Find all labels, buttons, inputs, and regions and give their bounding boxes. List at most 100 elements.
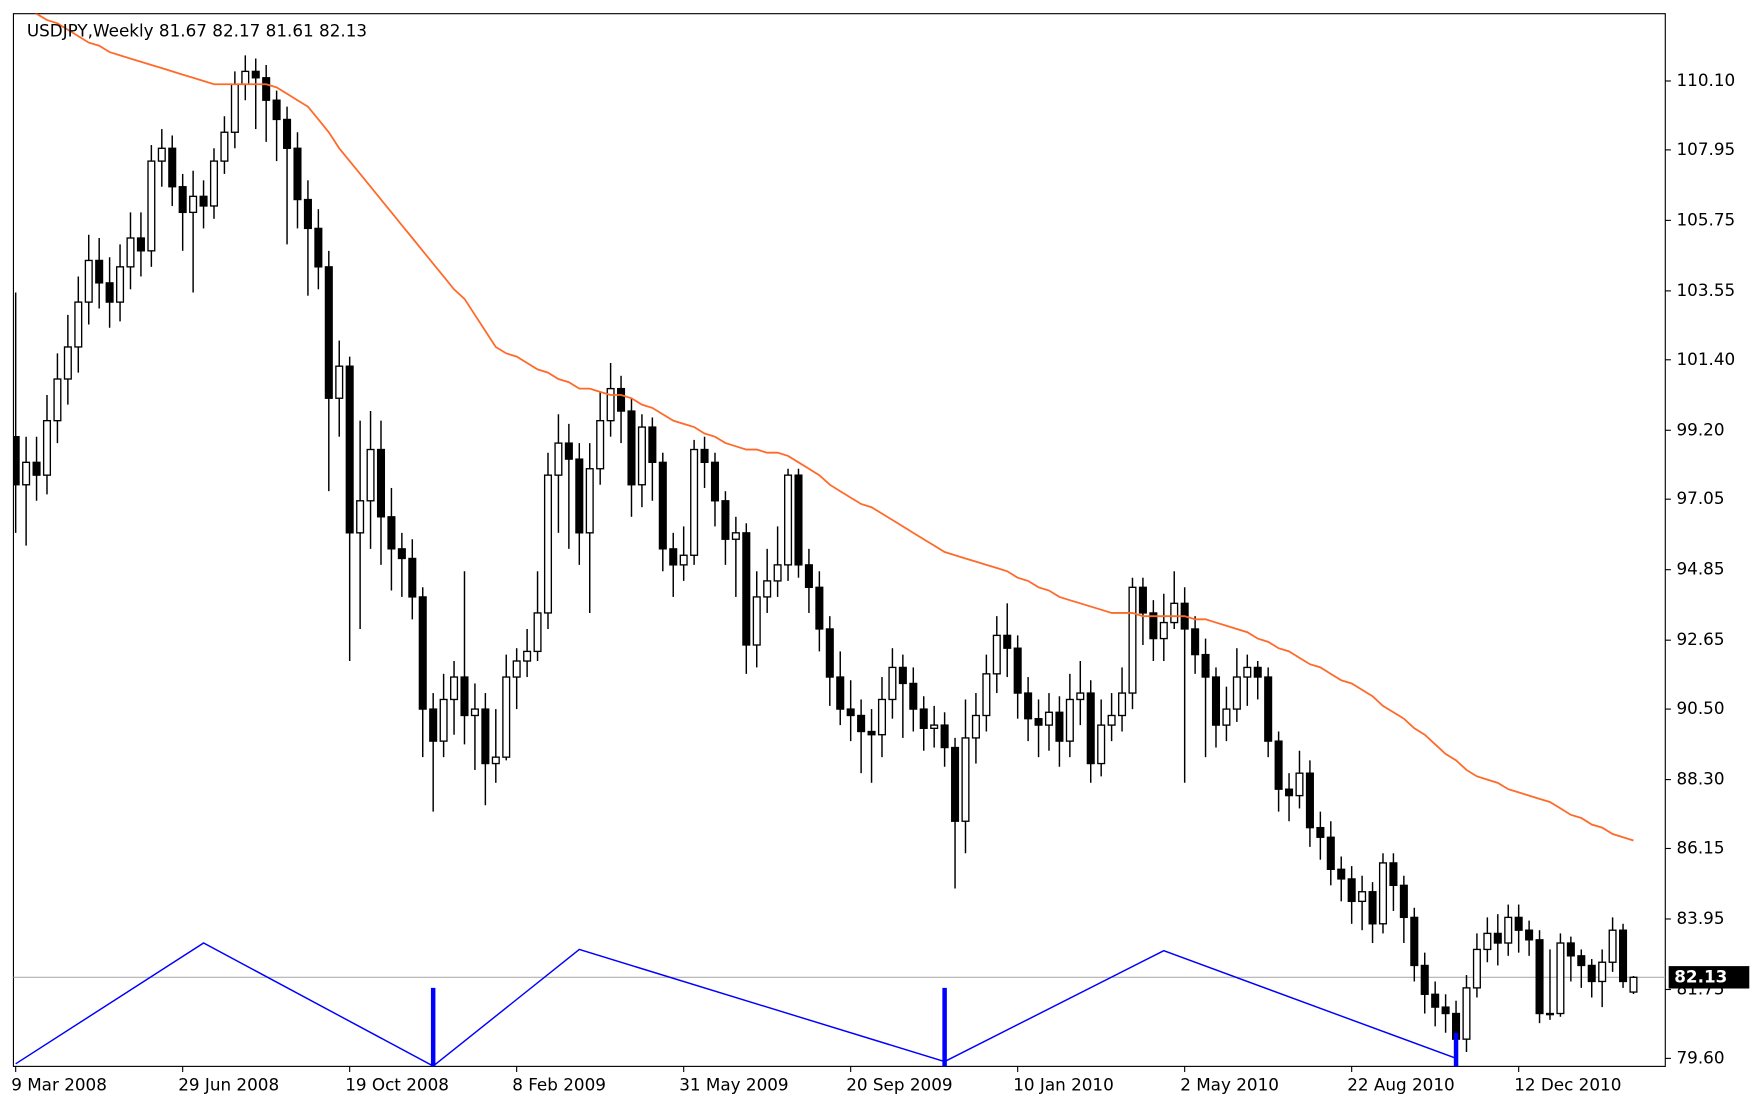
candle-body xyxy=(763,580,772,598)
x-tick-label: 22 Aug 2010 xyxy=(1347,1074,1455,1094)
candle-body xyxy=(1358,891,1367,903)
candle-body xyxy=(1577,955,1586,967)
candle-body xyxy=(1295,772,1304,797)
candle-body xyxy=(1483,932,1492,951)
candle-body xyxy=(502,676,511,758)
candle-body xyxy=(543,474,553,614)
candle-body xyxy=(982,673,991,717)
candle-body xyxy=(178,186,187,214)
x-tick-label: 31 May 2009 xyxy=(679,1074,788,1094)
candle-body xyxy=(314,227,323,268)
candle-body xyxy=(1086,692,1095,765)
y-tick-label: 105.75 xyxy=(1676,209,1735,229)
candle-body xyxy=(42,419,52,476)
candle-body xyxy=(1420,964,1429,995)
candle-body xyxy=(189,195,198,214)
candle-body xyxy=(961,737,970,822)
candle-body xyxy=(429,708,438,742)
candle-body xyxy=(1243,666,1252,678)
candle-body xyxy=(888,666,897,701)
candle-body xyxy=(220,131,229,162)
candle-body xyxy=(742,532,751,646)
candle-body xyxy=(116,266,125,303)
y-tick-label: 94.85 xyxy=(1676,559,1724,579)
candle-body xyxy=(1493,932,1502,944)
candle-body xyxy=(679,554,688,566)
candle-body xyxy=(1191,628,1200,656)
x-tick-label: 10 Jan 2010 xyxy=(1013,1074,1114,1094)
candle-body xyxy=(209,160,219,207)
candle-body xyxy=(1347,878,1356,903)
candle-body xyxy=(13,436,20,486)
candle-body xyxy=(596,419,605,470)
candle-body xyxy=(784,474,793,566)
candle-body xyxy=(251,70,260,79)
candle-body xyxy=(1389,862,1398,887)
candle-body xyxy=(815,586,824,630)
candle-body xyxy=(147,160,156,252)
y-tick-label: 90.50 xyxy=(1676,698,1724,718)
candle-body xyxy=(387,516,396,550)
plot-frame xyxy=(12,13,1666,1067)
candle-body xyxy=(898,666,907,685)
candle-body xyxy=(22,461,31,486)
candle-body xyxy=(376,448,386,518)
candle-body xyxy=(1629,976,1638,993)
candle-body xyxy=(1264,676,1273,742)
candle-body xyxy=(481,708,490,765)
candle-body xyxy=(136,237,145,252)
candle-body xyxy=(648,426,657,464)
candle-body xyxy=(1138,586,1147,614)
candle-body xyxy=(533,612,542,653)
candle-body xyxy=(1305,772,1314,829)
candle-body xyxy=(1201,653,1210,678)
candle-body xyxy=(1410,916,1419,967)
candle-body xyxy=(857,714,866,733)
candle-body xyxy=(63,346,72,380)
x-tick-label: 8 Feb 2009 xyxy=(512,1074,606,1094)
x-tick-label: 2 May 2010 xyxy=(1180,1074,1279,1094)
candle-body xyxy=(345,365,354,534)
candle-body xyxy=(1504,916,1513,944)
candle-body xyxy=(1003,634,1012,649)
candle-body xyxy=(408,557,417,598)
x-tick-label: 20 Sep 2009 xyxy=(846,1074,952,1094)
candle-body xyxy=(95,259,104,284)
candle-body xyxy=(1285,788,1294,797)
last-price-box xyxy=(1668,966,1750,989)
candle-body xyxy=(1044,711,1054,726)
candle-body xyxy=(283,118,292,149)
candle-body xyxy=(564,442,573,460)
candle-body xyxy=(1587,964,1596,983)
candle-body xyxy=(940,724,949,749)
candle-body xyxy=(450,676,459,701)
candle-body xyxy=(439,698,448,742)
candle-body xyxy=(1431,993,1440,1008)
candle-body xyxy=(1462,987,1471,1040)
axes: 110.10 107.95 105.75 103.55 101.40 99.20 97.05… xyxy=(11,70,1750,1094)
candle-body xyxy=(1118,692,1127,717)
candle-body xyxy=(272,99,281,121)
candle-body xyxy=(1065,698,1074,742)
candle-body xyxy=(658,461,667,550)
candle-body xyxy=(1097,724,1106,765)
candle-body xyxy=(1337,868,1346,880)
candle-body xyxy=(794,474,803,566)
candle-body xyxy=(1378,862,1388,925)
candle-body xyxy=(1566,942,1575,957)
candle-body xyxy=(74,301,83,348)
candle-body xyxy=(992,634,1001,675)
candle-body xyxy=(460,676,469,717)
candle-body xyxy=(1472,948,1481,989)
candle-body xyxy=(836,676,845,710)
candle-body xyxy=(1556,942,1565,1015)
candle-body xyxy=(1274,740,1283,790)
candle-body xyxy=(731,532,740,540)
candle-body xyxy=(627,410,636,486)
candle-body xyxy=(418,596,427,710)
candle-body xyxy=(951,746,960,822)
candle-body xyxy=(397,548,406,560)
candle-body xyxy=(241,70,250,85)
candle-body xyxy=(1535,939,1544,1015)
x-tick-label: 29 Jun 2008 xyxy=(178,1074,279,1094)
